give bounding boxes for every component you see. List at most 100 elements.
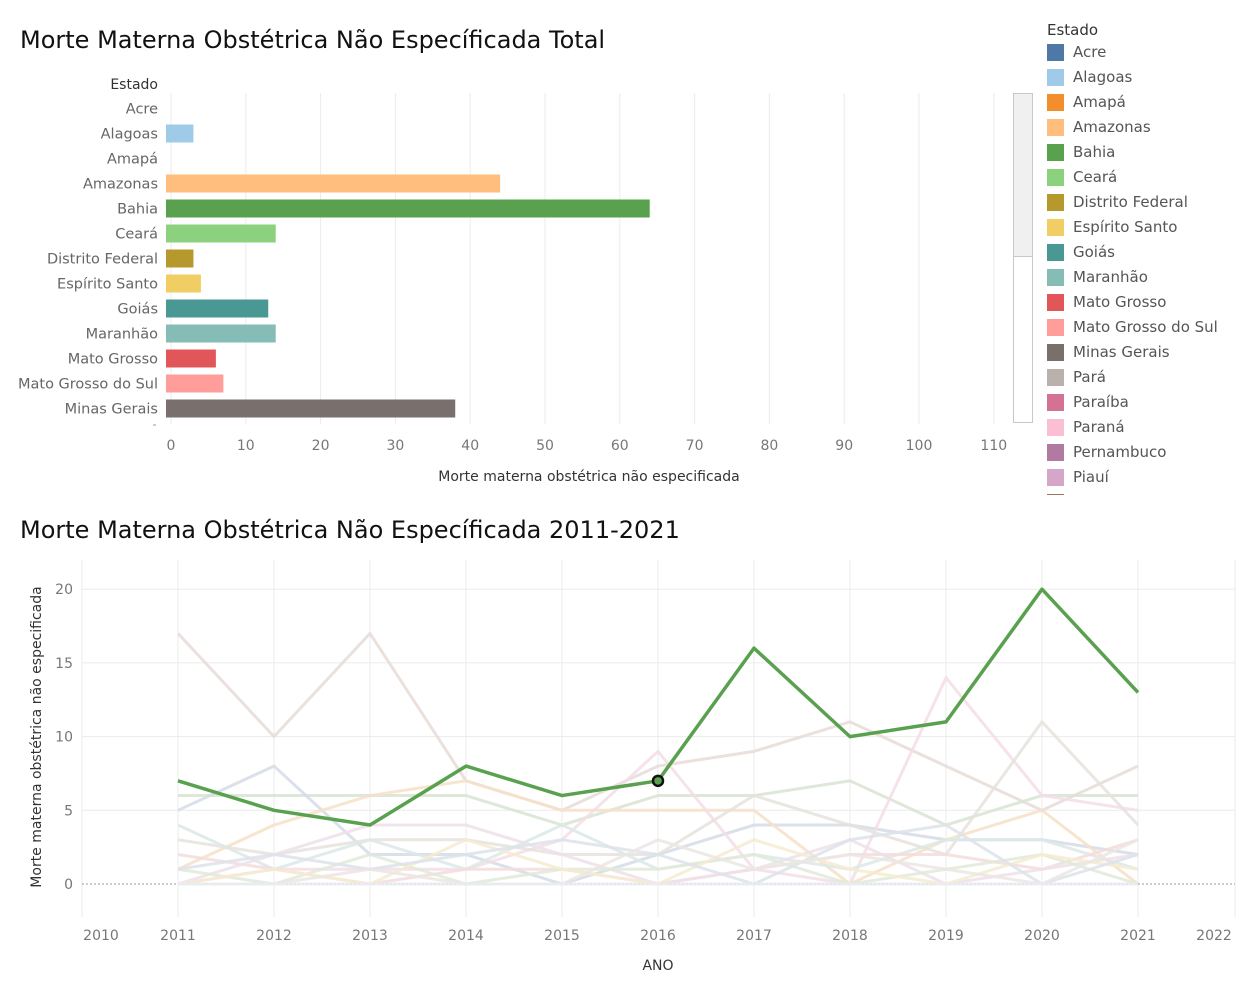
x-tick-label: 2020 [1024, 928, 1060, 944]
legend-label: Espírito Santo [1073, 218, 1178, 236]
bar [166, 199, 650, 218]
legend-item[interactable]: Ceará [1047, 165, 1247, 190]
legend-swatch [1047, 369, 1064, 386]
bar [166, 274, 201, 293]
scrollbar-thumb[interactable] [1014, 94, 1032, 257]
category-header: Estado [110, 77, 158, 93]
x-tick-label: 110 [980, 438, 1007, 454]
category-label: Distrito Federal [47, 252, 158, 268]
legend-swatch [1047, 444, 1064, 461]
x-tick-label: 50 [536, 438, 554, 454]
x-tick-label: 30 [386, 438, 404, 454]
legend-label: Alagoas [1073, 68, 1133, 86]
legend-item[interactable]: Bahia [1047, 140, 1247, 165]
y-tick-label: 5 [64, 803, 73, 819]
legend-item[interactable]: Minas Gerais [1047, 340, 1247, 365]
x-axis-label: ANO [642, 958, 673, 974]
legend-label: Pará [1073, 368, 1106, 386]
bar [166, 399, 456, 418]
x-tick-label: 10 [237, 438, 255, 454]
bar [166, 124, 194, 143]
bar [166, 224, 276, 243]
legend-item[interactable]: Espírito Santo [1047, 215, 1247, 240]
bar [166, 249, 194, 268]
category-label: Mato Grosso [68, 352, 158, 368]
legend-label: Paraná [1073, 418, 1125, 436]
x-tick-label: 2018 [832, 928, 868, 944]
bar-chart-title: Morte Materna Obstétrica Não Específicad… [20, 26, 606, 54]
legend-swatch [1047, 494, 1064, 495]
bar-chart-scrollbar[interactable] [1013, 93, 1033, 423]
x-tick-label: 2011 [160, 928, 196, 944]
background-series-line [178, 779, 1138, 827]
bar-chart: Estado Acre Alagoas Amapá Amazonas Bahia Ceará… [18, 77, 1007, 485]
legend-swatch [1047, 69, 1064, 86]
x-axis-label: Morte materna obstétrica não especificad… [438, 469, 739, 485]
legend-label: Acre [1073, 43, 1107, 61]
legend-swatch [1047, 119, 1064, 136]
legend-label: Ceará [1073, 168, 1118, 186]
bar [166, 349, 216, 368]
legend-item[interactable]: Amazonas [1047, 115, 1247, 140]
legend-item[interactable]: Acre [1047, 40, 1247, 65]
legend-swatch [1047, 169, 1064, 186]
background-series-line [178, 838, 1139, 886]
legend: Estado Acre Alagoas Amapá Amazonas Bahia Cear… [1047, 20, 1247, 495]
legend-title: Estado [1047, 21, 1099, 39]
legend-item[interactable]: Pernambuco [1047, 440, 1247, 465]
legend-item[interactable]: Amapá [1047, 90, 1247, 115]
legend-label: Piauí [1073, 468, 1109, 486]
x-tick-label: 2019 [928, 928, 964, 944]
category-label: Goiás [117, 302, 158, 318]
y-axis-label: Morte materna obstétrica não especificad… [29, 586, 45, 887]
legend-label: Bahia [1073, 143, 1116, 161]
category-label: Minas Gerais [65, 402, 158, 418]
background-series-line [177, 676, 1139, 886]
legend-item[interactable]: Alagoas [1047, 65, 1247, 90]
legend-swatch [1047, 244, 1064, 261]
x-tick-label: 80 [760, 438, 778, 454]
y-tick-label: 15 [55, 656, 73, 672]
background-series-line [176, 631, 1139, 812]
category-label: Ceará [115, 227, 158, 243]
legend-item[interactable]: Mato Grosso do Sul [1047, 315, 1247, 340]
category-label: Mato Grosso do Sul [18, 377, 158, 393]
line-chart: 0 5 10 15 20 2010 2011 2012 2013 2014 2015 2016 2017… [29, 560, 1236, 974]
background-series-line [177, 779, 1139, 886]
legend-item[interactable]: Paraná [1047, 415, 1247, 440]
x-tick-label: 2015 [544, 928, 580, 944]
legend-swatch [1047, 44, 1064, 61]
legend-item[interactable]: Maranhão [1047, 265, 1247, 290]
x-tick-label: 0 [167, 438, 176, 454]
legend-swatch [1047, 94, 1064, 111]
legend-swatch [1047, 269, 1064, 286]
legend-swatch [1047, 319, 1064, 336]
category-label: Amazonas [83, 177, 158, 193]
legend-label: Goiás [1073, 243, 1115, 261]
legend-swatch [1047, 144, 1064, 161]
legend-item[interactable]: Pará [1047, 365, 1247, 390]
legend-item[interactable]: Goiás [1047, 240, 1247, 265]
legend-swatch [1047, 344, 1064, 361]
legend-item[interactable]: Distrito Federal [1047, 190, 1247, 215]
bar [166, 299, 269, 318]
x-tick-label: 100 [906, 438, 933, 454]
bar [166, 374, 224, 393]
legend-swatch [1047, 469, 1064, 486]
x-tick-label: 40 [461, 438, 479, 454]
category-label: Amapá [107, 152, 158, 168]
legend-item[interactable] [1047, 490, 1247, 495]
legend-swatch [1047, 219, 1064, 236]
background-series-line [177, 823, 1139, 886]
bar [166, 174, 501, 193]
legend-item[interactable]: Piauí [1047, 465, 1247, 490]
category-label: Maranhão [86, 327, 159, 343]
x-tick-label: 2012 [256, 928, 292, 944]
legend-label: Pernambuco [1073, 443, 1167, 461]
x-tick-label: 2013 [352, 928, 388, 944]
x-tick-label: 2016 [640, 928, 676, 944]
legend-item[interactable]: Mato Grosso [1047, 290, 1247, 315]
legend-item[interactable]: Paraíba [1047, 390, 1247, 415]
x-tick-label: 70 [686, 438, 704, 454]
legend-swatch [1047, 419, 1064, 436]
